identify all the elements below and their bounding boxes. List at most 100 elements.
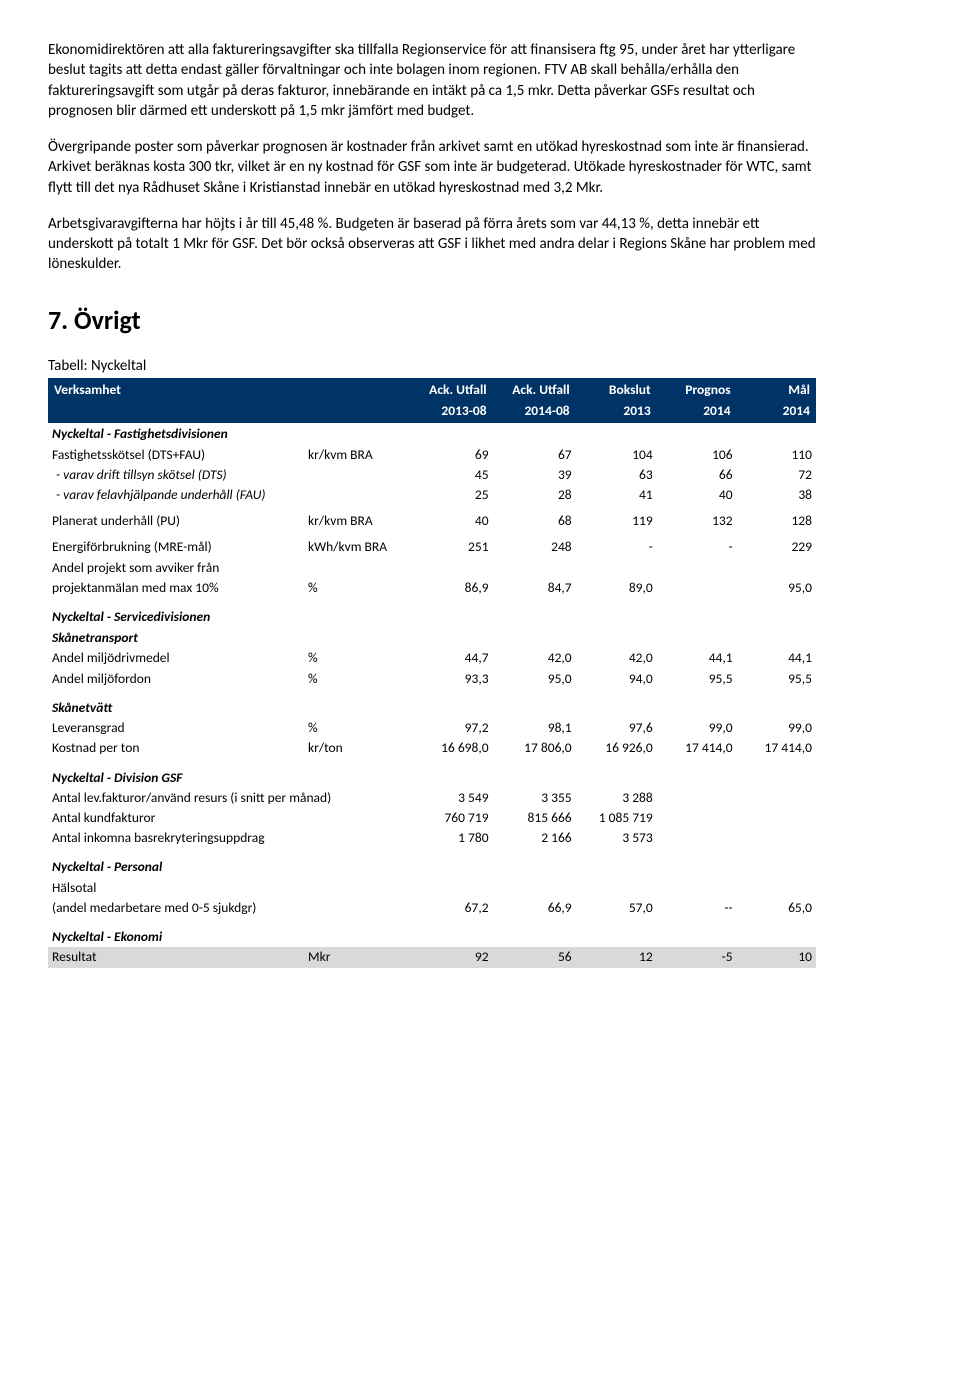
table-header-row-1: Verksamhet Ack. Utfall Ack. Utfall Boksl… [48, 378, 816, 402]
table-row-resultat: Resultat Mkr 92 56 12 -5 10 [48, 947, 816, 967]
cell: 132 [657, 511, 737, 531]
row-label: Andel miljöfordon [48, 669, 304, 689]
row-unit: % [304, 648, 409, 668]
table-row: Fastighetsskötsel (DTS+FAU) kr/kvm BRA 6… [48, 445, 816, 465]
cell: 42,0 [493, 648, 576, 668]
header-c4a: Prognos [657, 378, 737, 402]
cell: 17 806,0 [493, 738, 576, 758]
row-unit [304, 485, 409, 505]
row-unit: kr/ton [304, 738, 409, 758]
paragraph-3: Arbetsgivaravgifterna har höjts i år til… [48, 214, 816, 275]
cell: 110 [737, 445, 816, 465]
cell: 16 698,0 [410, 738, 493, 758]
cell [657, 808, 737, 828]
cell: 44,7 [410, 648, 493, 668]
table-row: Leveransgrad % 97,2 98,1 97,6 99,0 99,0 [48, 718, 816, 738]
cell: 106 [657, 445, 737, 465]
row-unit: % [304, 578, 409, 598]
cell: 68 [493, 511, 576, 531]
row-label: - varav drift tillsyn skötsel (DTS) [48, 465, 304, 485]
section-service-title: Nyckeltal - Servicedivisionen [48, 598, 816, 627]
subsection-skanetvatt: Skånetvätt [48, 689, 816, 718]
cell: 28 [493, 485, 576, 505]
row-unit [304, 465, 409, 485]
paragraph-2: Övergripande poster som påverkar prognos… [48, 137, 816, 198]
row-label: Andel projekt som avviker från [48, 558, 816, 578]
cell: 99,0 [657, 718, 737, 738]
cell: 38 [737, 485, 816, 505]
cell: 97,6 [576, 718, 657, 738]
row-label: Planerat underhåll (PU) [48, 511, 304, 531]
table-row: Antal inkomna basrekryteringsuppdrag 1 7… [48, 828, 816, 848]
row-unit: kr/kvm BRA [304, 511, 409, 531]
cell: 67,2 [410, 898, 493, 918]
cell: 56 [493, 947, 576, 967]
section-personal-title: Nyckeltal - Personal [48, 848, 816, 877]
cell: 66 [657, 465, 737, 485]
cell: 86,9 [410, 578, 493, 598]
cell: 248 [493, 537, 576, 557]
header-c1b: 2013-08 [410, 402, 493, 423]
table-row: - varav drift tillsyn skötsel (DTS) 45 3… [48, 465, 816, 485]
header-verksamhet: Verksamhet [48, 378, 410, 402]
row-unit: Mkr [304, 947, 409, 967]
cell: 10 [737, 947, 816, 967]
cell: 16 926,0 [576, 738, 657, 758]
table-row: Andel miljöfordon % 93,3 95,0 94,0 95,5 … [48, 669, 816, 689]
cell: 760 719 [410, 808, 493, 828]
section-ekonomi-title: Nyckeltal - Ekonomi [48, 918, 816, 947]
table-row: - varav felavhjälpande underhåll (FAU) 2… [48, 485, 816, 505]
cell [657, 828, 737, 848]
row-label: Andel miljödrivmedel [48, 648, 304, 668]
table-row: Andel projekt som avviker från [48, 558, 816, 578]
cell: 72 [737, 465, 816, 485]
cell: 63 [576, 465, 657, 485]
cell: 65,0 [737, 898, 816, 918]
cell: 66,9 [493, 898, 576, 918]
table-row: Planerat underhåll (PU) kr/kvm BRA 40 68… [48, 511, 816, 531]
cell: 17 414,0 [737, 738, 816, 758]
header-c2a: Ack. Utfall [493, 378, 576, 402]
table-row: Hälsotal [48, 878, 816, 898]
row-label: - varav felavhjälpande underhåll (FAU) [48, 485, 304, 505]
section-gsf-title: Nyckeltal - Division GSF [48, 759, 816, 788]
cell: - [576, 537, 657, 557]
cell: 89,0 [576, 578, 657, 598]
cell: 3 288 [576, 788, 657, 808]
cell: 95,0 [493, 669, 576, 689]
cell: 44,1 [737, 648, 816, 668]
cell: 57,0 [576, 898, 657, 918]
row-unit: % [304, 669, 409, 689]
cell: 12 [576, 947, 657, 967]
cell: 251 [410, 537, 493, 557]
table-row: Kostnad per ton kr/ton 16 698,0 17 806,0… [48, 738, 816, 758]
cell: 2 166 [493, 828, 576, 848]
section-heading: 7. Övrigt [48, 303, 816, 338]
section-fastighet: Nyckeltal - Fastighetsdivisionen [48, 423, 816, 444]
cell: 3 355 [493, 788, 576, 808]
row-label: (andel medarbetare med 0-5 sjukdgr) [48, 898, 410, 918]
nyckeltal-table: Verksamhet Ack. Utfall Ack. Utfall Boksl… [48, 378, 816, 968]
cell: 3 573 [576, 828, 657, 848]
cell [657, 578, 737, 598]
cell: -5 [657, 947, 737, 967]
table-row: Antal lev.fakturor/använd resurs (i snit… [48, 788, 816, 808]
row-label: Hälsotal [48, 878, 816, 898]
cell [657, 788, 737, 808]
subsection-title: Skånetvätt [48, 689, 816, 718]
row-unit: kr/kvm BRA [304, 445, 409, 465]
row-label: Kostnad per ton [48, 738, 304, 758]
header-c3b: 2013 [576, 402, 657, 423]
cell: 42,0 [576, 648, 657, 668]
row-unit: % [304, 718, 409, 738]
row-label: Antal kundfakturor [48, 808, 410, 828]
header-c5b: 2014 [737, 402, 816, 423]
row-label: Fastighetsskötsel (DTS+FAU) [48, 445, 304, 465]
section-gsf: Nyckeltal - Division GSF [48, 759, 816, 788]
cell: 97,2 [410, 718, 493, 738]
cell: 40 [657, 485, 737, 505]
section-fastighet-title: Nyckeltal - Fastighetsdivisionen [48, 423, 816, 444]
table-row: Andel miljödrivmedel % 44,7 42,0 42,0 44… [48, 648, 816, 668]
cell: 815 666 [493, 808, 576, 828]
header-c3a: Bokslut [576, 378, 657, 402]
